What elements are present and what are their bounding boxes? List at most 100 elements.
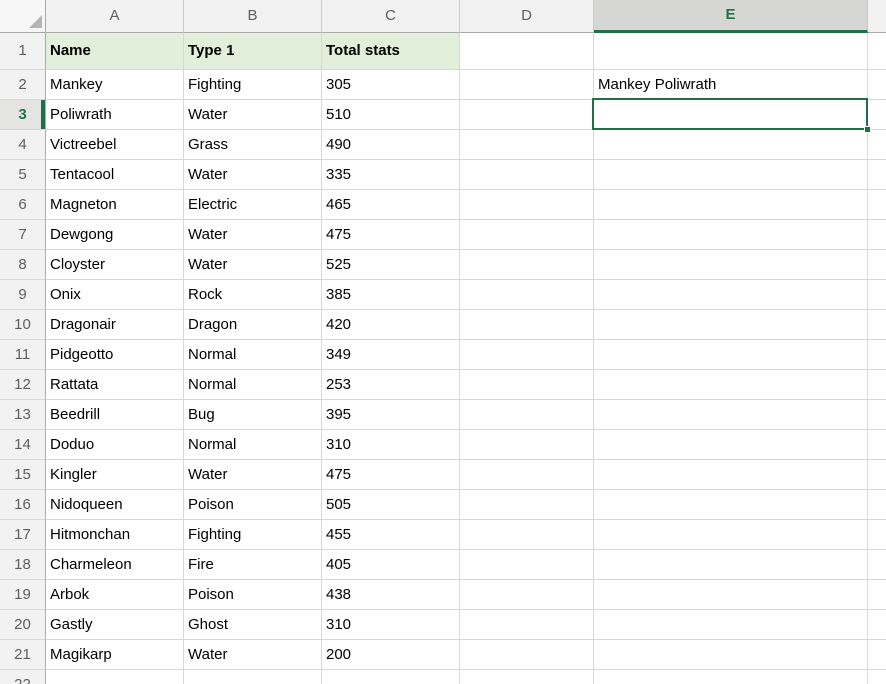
cell-d[interactable] xyxy=(460,250,594,280)
cell-e[interactable] xyxy=(594,400,868,430)
cell-type1[interactable]: Normal xyxy=(184,340,322,370)
cell-name[interactable]: Dragonair xyxy=(46,310,184,340)
cell-type1[interactable]: Grass xyxy=(184,130,322,160)
cell-total[interactable]: 510 xyxy=(322,100,460,130)
row-header[interactable]: 19 xyxy=(0,580,46,610)
cell-e[interactable] xyxy=(594,550,868,580)
cell-total[interactable]: 395 xyxy=(322,400,460,430)
cell-total[interactable]: 305 xyxy=(322,70,460,100)
cell-d[interactable] xyxy=(460,33,594,70)
cell-f-stub[interactable] xyxy=(868,400,886,430)
row-header[interactable]: 11 xyxy=(0,340,46,370)
table-header-cell[interactable]: Total stats xyxy=(322,33,460,70)
cell-e[interactable] xyxy=(594,640,868,670)
cell-total[interactable]: 349 xyxy=(322,340,460,370)
cell-f-stub[interactable] xyxy=(868,310,886,340)
cell-name[interactable]: Poliwrath xyxy=(46,100,184,130)
table-header-cell[interactable]: Type 1 xyxy=(184,33,322,70)
cell-e[interactable] xyxy=(594,580,868,610)
cell-d[interactable] xyxy=(460,580,594,610)
row-header[interactable]: 14 xyxy=(0,430,46,460)
cell-e[interactable] xyxy=(594,460,868,490)
column-header-B[interactable]: B xyxy=(184,0,322,33)
cell-name[interactable]: Victreebel xyxy=(46,130,184,160)
cell-d[interactable] xyxy=(460,100,594,130)
cell-f-stub[interactable] xyxy=(868,33,886,70)
fill-handle[interactable] xyxy=(864,126,871,133)
cell-e[interactable] xyxy=(594,490,868,520)
row-header[interactable]: 21 xyxy=(0,640,46,670)
cell-type1[interactable]: Ghost xyxy=(184,610,322,640)
cell-d[interactable] xyxy=(460,220,594,250)
cell-f-stub[interactable] xyxy=(868,430,886,460)
cell-type1[interactable]: Fighting xyxy=(184,70,322,100)
cell-f-stub[interactable] xyxy=(868,460,886,490)
cell-e[interactable] xyxy=(594,670,868,684)
cell-name[interactable]: Magikarp xyxy=(46,640,184,670)
cell-total[interactable]: 438 xyxy=(322,580,460,610)
row-header[interactable]: 13 xyxy=(0,400,46,430)
cell-d[interactable] xyxy=(460,340,594,370)
cell-name[interactable]: Cloyster xyxy=(46,250,184,280)
cell-type1[interactable]: Poison xyxy=(184,490,322,520)
cell-d[interactable] xyxy=(460,640,594,670)
cell-name[interactable]: Hitmonchan xyxy=(46,520,184,550)
cell-f-stub[interactable] xyxy=(868,160,886,190)
table-header-cell[interactable]: Name xyxy=(46,33,184,70)
selected-cell-outline[interactable] xyxy=(592,98,871,133)
cell-total[interactable]: 335 xyxy=(322,160,460,190)
cell-total[interactable]: 200 xyxy=(322,640,460,670)
column-header-C[interactable]: C xyxy=(322,0,460,33)
cell-e[interactable]: Mankey Poliwrath xyxy=(594,70,868,100)
row-header[interactable]: 16 xyxy=(0,490,46,520)
cell-type1[interactable]: Water xyxy=(184,640,322,670)
cell-e[interactable] xyxy=(594,190,868,220)
cell-name[interactable]: Charmeleon xyxy=(46,550,184,580)
cell-name[interactable]: Pidgeotto xyxy=(46,340,184,370)
cell-total[interactable]: 405 xyxy=(322,550,460,580)
cell-e[interactable] xyxy=(594,430,868,460)
cell-type1[interactable]: Fire xyxy=(184,550,322,580)
cell-name[interactable]: Dewgong xyxy=(46,220,184,250)
row-header[interactable]: 15 xyxy=(0,460,46,490)
row-header[interactable]: 18 xyxy=(0,550,46,580)
cell-f-stub[interactable] xyxy=(868,220,886,250)
cell-d[interactable] xyxy=(460,550,594,580)
cell-d[interactable] xyxy=(460,130,594,160)
cell-type1[interactable]: Rock xyxy=(184,280,322,310)
row-header[interactable]: 12 xyxy=(0,370,46,400)
cell-name[interactable]: Onix xyxy=(46,280,184,310)
cell-type1[interactable]: Dragon xyxy=(184,310,322,340)
select-all-corner[interactable] xyxy=(0,0,46,33)
row-header[interactable]: 7 xyxy=(0,220,46,250)
row-header[interactable]: 22 xyxy=(0,670,46,684)
cell-f-stub[interactable] xyxy=(868,100,886,130)
cell-f-stub[interactable] xyxy=(868,130,886,160)
cell-name[interactable]: Tentacool xyxy=(46,160,184,190)
cell-e[interactable] xyxy=(594,250,868,280)
cell-name[interactable]: Gastly xyxy=(46,610,184,640)
cell-total[interactable]: 490 xyxy=(322,130,460,160)
cell-name[interactable]: Nidoqueen xyxy=(46,490,184,520)
cell-total[interactable]: 385 xyxy=(322,280,460,310)
cell-d[interactable] xyxy=(460,190,594,220)
cell-total[interactable]: 253 xyxy=(322,370,460,400)
cell-e[interactable] xyxy=(594,610,868,640)
cell-d[interactable] xyxy=(460,160,594,190)
cell-f-stub[interactable] xyxy=(868,670,886,684)
column-header-E[interactable]: E xyxy=(594,0,868,33)
row-header[interactable]: 10 xyxy=(0,310,46,340)
cell-name[interactable]: Kingler xyxy=(46,460,184,490)
cell-e[interactable] xyxy=(594,33,868,70)
cell-d[interactable] xyxy=(460,610,594,640)
cell-f-stub[interactable] xyxy=(868,190,886,220)
cell-f-stub[interactable] xyxy=(868,490,886,520)
cell-e[interactable] xyxy=(594,310,868,340)
column-header-A[interactable]: A xyxy=(46,0,184,33)
cell-f-stub[interactable] xyxy=(868,70,886,100)
cell-type1[interactable]: Electric xyxy=(184,190,322,220)
cell-name[interactable]: Doduo xyxy=(46,430,184,460)
cell-type1[interactable]: Fighting xyxy=(184,520,322,550)
column-header-D[interactable]: D xyxy=(460,0,594,33)
cell-d[interactable] xyxy=(460,310,594,340)
